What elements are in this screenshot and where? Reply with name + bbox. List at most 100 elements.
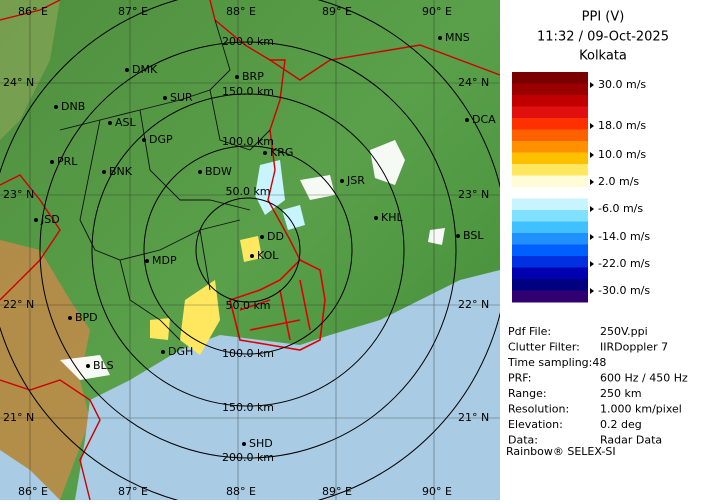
place-dot bbox=[340, 179, 344, 183]
info-value: 250V.ppi bbox=[600, 325, 648, 338]
colorbar-swatch bbox=[512, 198, 588, 211]
range-ring bbox=[39, 41, 457, 459]
longitude-label: 90° E bbox=[422, 5, 452, 18]
legend-label: 2.0 m/s bbox=[598, 175, 639, 188]
legend-label: -22.0 m/s bbox=[598, 257, 650, 270]
colorbar-swatch bbox=[512, 152, 588, 165]
range-label: 100.0 km bbox=[222, 347, 274, 360]
colorbar-swatch bbox=[512, 72, 588, 84]
colorbar-swatch bbox=[512, 233, 588, 245]
latitude-label: 22° N bbox=[3, 298, 34, 311]
range-rings bbox=[0, 0, 500, 500]
latitude-label: 23° N bbox=[3, 188, 34, 201]
colorbar-swatch bbox=[512, 210, 588, 222]
longitude-label: 89° E bbox=[322, 5, 352, 18]
sea bbox=[75, 270, 500, 500]
place-label: DCA bbox=[472, 113, 496, 126]
place-label: DGH bbox=[168, 345, 193, 358]
colorbar-swatch bbox=[512, 141, 588, 153]
info-value: 1.000 km/pixel bbox=[600, 403, 682, 416]
info-value: 0.2 deg bbox=[600, 418, 642, 431]
place-dot bbox=[198, 170, 202, 174]
legend-pointer bbox=[590, 288, 594, 294]
colorbar-swatch bbox=[512, 221, 588, 234]
range-label: 100.0 km bbox=[222, 135, 274, 148]
info-value: IIRDoppler 7 bbox=[600, 341, 668, 354]
info-key: Clutter Filter: bbox=[508, 341, 580, 354]
place-label: KHL bbox=[381, 211, 403, 224]
place-label: BNK bbox=[109, 165, 133, 178]
place-label: DGP bbox=[149, 133, 173, 146]
legend-label: -30.0 m/s bbox=[598, 284, 650, 297]
place-dot bbox=[161, 350, 165, 354]
longitude-label: 88° E bbox=[226, 485, 256, 498]
map: 86° E 87° E 88° E 89° E 90° E 86° E 87° E 88° E… bbox=[0, 0, 500, 500]
legend-pointer bbox=[590, 206, 594, 212]
place-dot bbox=[34, 218, 38, 222]
colorbar-swatch bbox=[512, 256, 588, 268]
colorbar-swatch bbox=[512, 129, 588, 142]
range-ring bbox=[195, 197, 301, 303]
place-dot bbox=[438, 36, 442, 40]
info-key: PRF: bbox=[508, 372, 531, 385]
colorbar-swatch bbox=[512, 279, 588, 291]
colorbar-swatch bbox=[512, 175, 588, 188]
longitude-label: 87° E bbox=[118, 5, 148, 18]
longitude-label: 88° E bbox=[226, 5, 256, 18]
colorbar-swatch bbox=[512, 244, 588, 257]
place-dot bbox=[142, 138, 146, 142]
legend-pointer bbox=[590, 234, 594, 240]
place-dot bbox=[374, 216, 378, 220]
panel-title: PPI (V) bbox=[582, 10, 625, 25]
info-key: Time sampling:48 bbox=[507, 356, 606, 369]
colorbar-swatch bbox=[512, 290, 588, 303]
legend-pointer bbox=[590, 152, 594, 158]
place-dot bbox=[86, 364, 90, 368]
legend-label: 10.0 m/s bbox=[598, 148, 646, 161]
range-label: 50.0 km bbox=[225, 185, 270, 198]
place-dot bbox=[145, 259, 149, 263]
legend-label: 18.0 m/s bbox=[598, 119, 646, 132]
place-label: MNS bbox=[445, 31, 470, 44]
place-label: KOL bbox=[257, 249, 279, 262]
place-label: JSR bbox=[346, 174, 365, 187]
range-label: 200.0 km bbox=[222, 35, 274, 48]
place-label: BSL bbox=[463, 229, 484, 242]
place-label: SHD bbox=[249, 437, 273, 450]
border bbox=[0, 0, 500, 500]
colorbar-swatch bbox=[512, 95, 588, 107]
place-label: BDW bbox=[205, 165, 232, 178]
place-dot bbox=[250, 254, 254, 258]
place-dot bbox=[163, 96, 167, 100]
longitude-label: 86° E bbox=[18, 5, 48, 18]
district-boundary bbox=[59, 19, 271, 341]
latitude-label: 23° N bbox=[458, 188, 489, 201]
place-dot bbox=[456, 234, 460, 238]
info-key: Resolution: bbox=[508, 403, 569, 416]
range-label: 200.0 km bbox=[222, 451, 274, 464]
latitude-label: 24° N bbox=[458, 76, 489, 89]
place-dot bbox=[102, 170, 106, 174]
legend-pointer bbox=[590, 123, 594, 129]
place-dot bbox=[242, 442, 246, 446]
colorbar-swatch bbox=[512, 118, 588, 130]
latitude-label: 22° N bbox=[458, 298, 489, 311]
place-dot bbox=[235, 75, 239, 79]
legend-pointer bbox=[590, 261, 594, 267]
range-label: 150.0 km bbox=[222, 85, 274, 98]
place-label: DD bbox=[267, 230, 284, 243]
info-value: Radar Data bbox=[600, 434, 662, 447]
latitude-label: 24° N bbox=[3, 76, 34, 89]
legend-label: -14.0 m/s bbox=[598, 230, 650, 243]
longitude-label: 87° E bbox=[118, 485, 148, 498]
timestamp: 11:32 / 09-Oct-2025 bbox=[537, 30, 669, 45]
place-dot bbox=[108, 121, 112, 125]
place-label: DMK bbox=[132, 63, 158, 76]
info-key: Pdf File: bbox=[508, 325, 551, 338]
place-label: JSD bbox=[40, 213, 60, 226]
range-label: 50.0 km bbox=[225, 299, 270, 312]
colorbar-swatch bbox=[512, 106, 588, 119]
legend-pointer bbox=[590, 82, 594, 88]
place-dot bbox=[260, 235, 264, 239]
